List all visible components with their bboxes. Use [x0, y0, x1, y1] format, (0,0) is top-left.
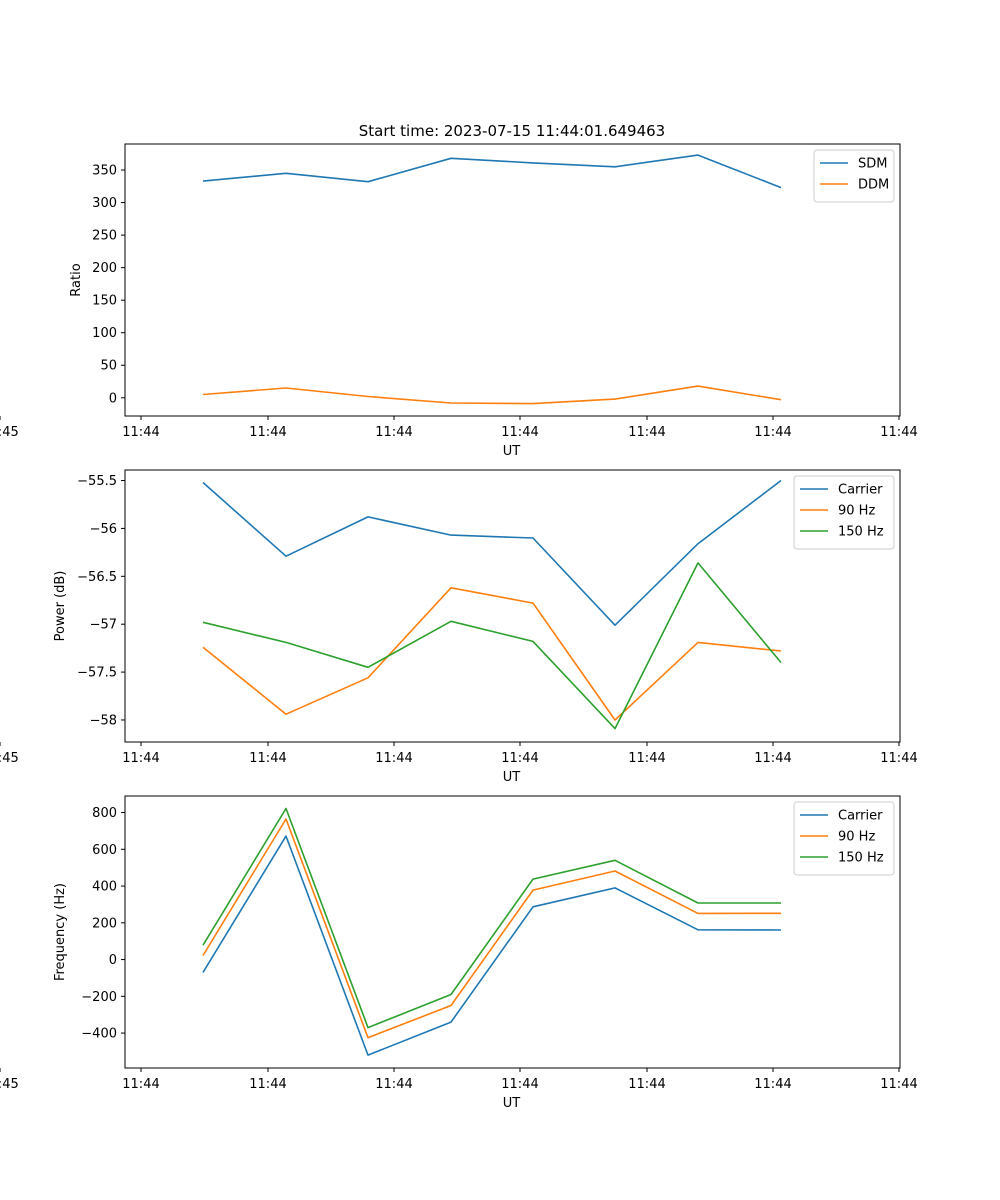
y-tick-label: 200: [92, 916, 117, 931]
y-tick-label: −200: [81, 990, 117, 1005]
x-tick-label: 11:44: [628, 1077, 665, 1092]
series-line-150-hz: [202, 562, 782, 730]
axes-frame: [124, 469, 901, 743]
series-line-150-hz: [202, 807, 781, 1029]
y-tick-label: 600: [92, 843, 117, 858]
legend-label: 150 Hz: [838, 851, 884, 866]
x-tick-label: 11:45: [0, 1077, 19, 1092]
y-tick-label: −56: [90, 522, 117, 537]
y-axis-label: Power (dB): [53, 571, 68, 642]
x-tick-label: 11:44: [501, 425, 538, 440]
x-tick-label: 11:44: [249, 425, 286, 440]
x-tick-label: 11:44: [628, 425, 665, 440]
figure-title: Start time: 2023-07-15 11:44:01.649463: [359, 122, 665, 140]
panel-ratio: 11:44 11:44 11:44 11:44 11:44 11:44 11:44 11:45…: [0, 143, 918, 459]
x-tick-label: 11:44: [122, 1077, 159, 1092]
y-tick-label: 150: [92, 294, 117, 309]
y-tick-label: 400: [92, 880, 117, 895]
y-tick-label: −57: [90, 618, 117, 633]
x-tick-label: 11:44: [375, 425, 412, 440]
y-tick-label: 800: [92, 806, 117, 821]
legend-label: Carrier: [838, 809, 883, 824]
series-line-90-hz: [202, 818, 782, 1039]
legend: SDM DDM: [813, 149, 895, 203]
axes-frame: [124, 143, 901, 417]
series-line-90-hz: [202, 586, 782, 721]
series-line-carrier: [202, 479, 782, 627]
series-line-sdm: [202, 154, 782, 189]
x-tick-label: 11:45: [0, 425, 19, 440]
y-tick-label: 0: [109, 391, 117, 406]
x-axis-label: UT: [503, 1096, 521, 1111]
axes-frame: [124, 795, 901, 1069]
legend-label: 150 Hz: [838, 525, 884, 540]
panel-frequency: 11:44 11:44 11:44 11:44 11:44 11:44 11:44 11:45…: [0, 795, 918, 1111]
x-tick-label: 11:44: [880, 425, 917, 440]
x-axis-label: UT: [503, 444, 521, 459]
y-tick-label: −58: [90, 713, 117, 728]
x-axis-label: UT: [503, 770, 521, 785]
x-tick-label: 11:44: [628, 751, 665, 766]
y-tick-label: −57.5: [77, 666, 117, 681]
series-line-ddm: [202, 385, 782, 405]
x-tick-label: 11:44: [501, 1077, 538, 1092]
x-tick-label: 11:44: [754, 751, 791, 766]
y-tick-label: 0: [109, 953, 117, 968]
x-tick-label: 11:44: [249, 751, 286, 766]
legend-label: Carrier: [838, 483, 883, 498]
x-tick-label: 11:45: [0, 751, 19, 766]
y-tick-label: 200: [92, 261, 117, 276]
x-tick-label: 11:44: [880, 1077, 917, 1092]
y-tick-label: −400: [81, 1027, 117, 1042]
y-axis-label: Frequency (Hz): [53, 883, 68, 981]
y-tick-label: 100: [92, 326, 117, 341]
x-tick-label: 11:44: [122, 751, 159, 766]
x-tick-label: 11:44: [880, 751, 917, 766]
y-tick-label: 350: [92, 164, 117, 179]
x-tick-label: 11:44: [754, 1077, 791, 1092]
x-tick-label: 11:44: [754, 425, 791, 440]
series-line-carrier: [202, 835, 782, 1056]
legend: Carrier 90 Hz 150 Hz: [793, 801, 895, 876]
y-tick-label: 300: [92, 196, 117, 211]
legend: Carrier 90 Hz 150 Hz: [793, 475, 895, 550]
y-tick-label: −55.5: [77, 474, 117, 489]
legend-label: 90 Hz: [838, 504, 875, 519]
legend-label: 90 Hz: [838, 830, 875, 845]
x-tick-label: 11:44: [375, 1077, 412, 1092]
legend-label: SDM: [858, 157, 887, 172]
y-tick-label: 50: [100, 359, 117, 374]
panels: 11:44 11:44 11:44 11:44 11:44 11:44 11:44 11:45…: [0, 143, 918, 1111]
legend-label: DDM: [858, 178, 889, 193]
x-tick-label: 11:44: [249, 1077, 286, 1092]
x-tick-label: 11:44: [122, 425, 159, 440]
y-tick-label: −56.5: [77, 570, 117, 585]
x-tick-label: 11:44: [501, 751, 538, 766]
y-tick-label: 250: [92, 229, 117, 244]
panel-power: 11:44 11:44 11:44 11:44 11:44 11:44 11:44 11:45…: [0, 469, 918, 785]
y-axis-label: Ratio: [69, 263, 84, 296]
x-tick-label: 11:44: [375, 751, 412, 766]
